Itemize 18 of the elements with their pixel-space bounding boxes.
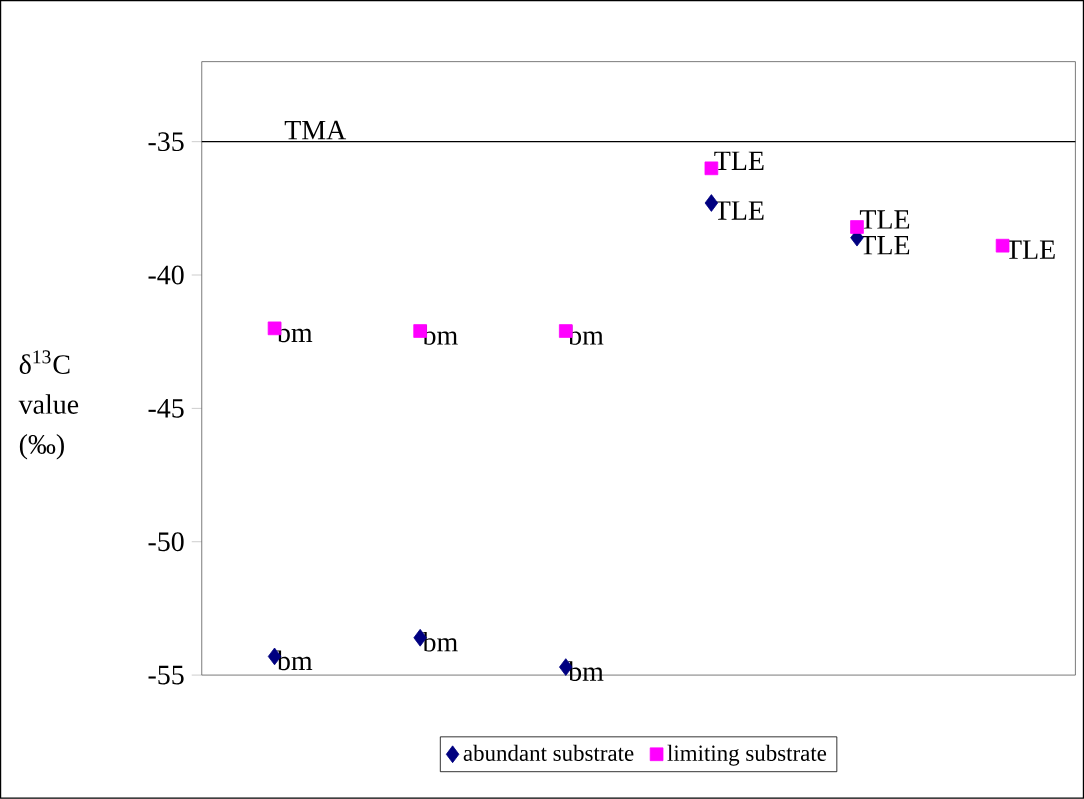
data-label: TLE (859, 236, 910, 255)
y-tick-label: -55 (148, 665, 184, 685)
ref-line-label: TMA (284, 120, 347, 140)
data-label: TLE (714, 151, 764, 171)
y-tick-label: -50 (148, 532, 184, 552)
legend-label: limiting substrate (667, 744, 827, 766)
data-label: bm (276, 650, 313, 671)
legend-label: abundant substrate (463, 744, 634, 762)
data-label: bm (568, 661, 604, 682)
y-axis-title: δ$^{13}$C value (‰) (18, 350, 79, 460)
data-label: TLE (859, 210, 910, 229)
data-label: TLE (1005, 240, 1055, 259)
data-label: bm (422, 632, 458, 652)
y-tick-label: -35 (148, 132, 184, 152)
y-tick-label: -40 (148, 265, 184, 285)
y-tick-label: -45 (148, 399, 184, 418)
point (995, 238, 1010, 253)
data-label: TLE (714, 201, 764, 220)
